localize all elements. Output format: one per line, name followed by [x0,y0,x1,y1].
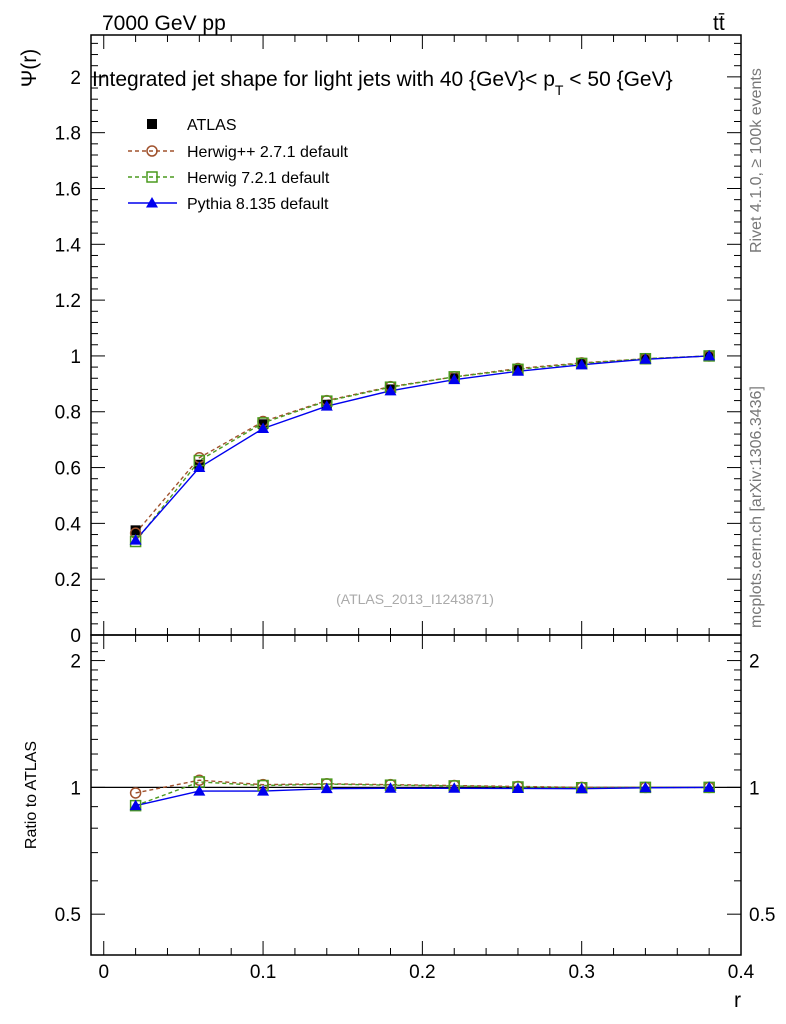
pythia-ratio-point [257,785,270,796]
herwig7-legend-marker [146,171,158,183]
x-axis-label: r [734,989,741,1012]
pythia-point [193,461,206,473]
pythia-ratio-point [448,782,461,793]
atlas-point [130,525,141,536]
main-y-tick-label: 2 [70,68,81,89]
main-y-tick-label: 1.6 [55,179,81,200]
herwigpp-legend-label: Herwig++ 2.7.1 default [187,144,349,161]
pythia-point [639,353,652,364]
main-y-tick-label: 0.2 [55,570,81,591]
energy-label: 7000 GeV pp [102,12,226,35]
legend: ATLAS Herwig++ 2.7.1 default Herwig 7.2.1 … [128,117,349,213]
pythia-line [135,355,710,541]
main-y-tick-label: 0 [70,626,81,647]
herwigpp-ratio-point [129,787,142,799]
main-y-tick-label: 1.4 [55,235,82,256]
pythia-point [257,422,270,433]
atlas-legend-marker [147,119,157,129]
pythia-point [448,373,461,385]
pythia-point [575,358,588,370]
herwigpp-legend-marker [146,145,158,157]
main-y-tick-label: 1.8 [55,124,81,145]
herwigpp-line [135,355,710,534]
main-y-tick-label: 1 [70,347,81,368]
atlas-legend-label: ATLAS [187,117,237,134]
pythia-point [320,400,333,411]
ratio-y-tick-label: 0.5 [55,905,81,926]
herwig7-ratio-line [135,781,710,807]
pythia-ratio-point [193,785,206,796]
rivet-version-label: Rivet 4.1.0, ≥ 100k events [748,68,765,253]
main-title: Integrated jet shape for light jets with… [92,68,673,98]
pythia-ratio-point [320,782,333,794]
pythia-ratio-point [129,799,142,811]
x-tick-label: 0.3 [568,962,594,983]
pythia-ratio-point [703,781,716,792]
pythia-point [384,384,397,396]
pythia-point [511,365,524,376]
ratio-panel: 0.5 0.5 1 1 2 2 0 0.1 0.2 0.3 0.4 [55,635,775,983]
herwig7-line [135,355,710,542]
ratio-y-tick-label-right: 0.5 [749,905,775,926]
x-tick-label: 0 [98,962,109,983]
ratio-y-tick-label-right: 1 [749,778,760,799]
process-label: tt̄ [713,12,725,35]
pythia-point [703,349,716,361]
pythia-legend-marker [146,197,158,208]
main-y-tick-label: 0.4 [55,514,82,535]
pythia-ratio-point [575,782,588,794]
pythia-ratio-point [511,782,524,793]
ratio-y-axis-label: Ratio to ATLAS [23,741,40,849]
x-tick-label: 0.2 [409,962,435,983]
pythia-ratio-point [639,781,652,793]
x-tick-label: 0.4 [728,962,755,983]
ratio-frame [90,634,742,956]
main-y-tick-label: 1.2 [55,291,81,312]
ratio-y-tick-label: 2 [70,652,81,673]
pythia-point [129,534,142,545]
main-panel: 0 0.2 0.4 0.6 0.8 1 1.2 1.4 1.6 1.8 2 [55,35,742,647]
pythia-ratio-point [384,782,397,793]
x-tick-label: 0.1 [250,962,276,983]
analysis-id: (ATLAS_2013_I1243871) [336,591,494,607]
ratio-y-tick-label: 1 [70,778,81,799]
main-y-tick-label: 0.6 [55,459,81,480]
main-y-tick-label: 0.8 [55,403,81,424]
source-label: mcplots.cern.ch [arXiv:1306.3436] [748,386,765,628]
ratio-y-tick-label-right: 2 [749,652,760,673]
herwigpp-ratio-line [135,779,710,794]
pythia-ratio-line [135,786,710,807]
y-axis-label: Ψ(r) [18,49,41,88]
herwig7-legend-label: Herwig 7.2.1 default [187,170,330,187]
pythia-legend-label: Pythia 8.135 default [187,196,329,213]
